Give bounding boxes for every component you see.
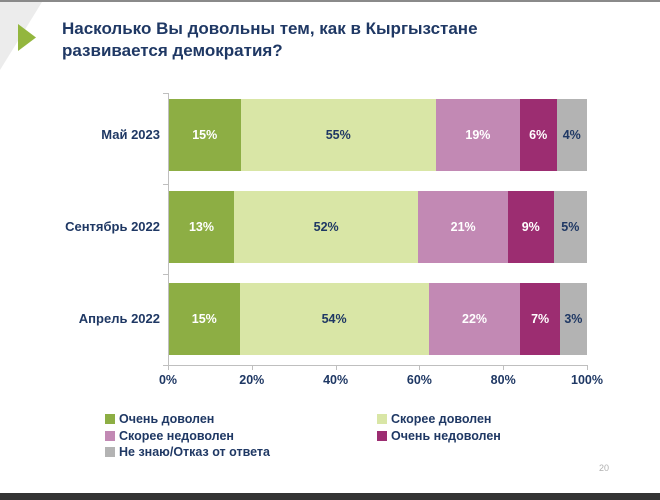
legend-swatch (377, 430, 387, 441)
page-number: 20 (598, 463, 609, 473)
bar-segment: 13% (169, 191, 234, 263)
top-border-strip (0, 0, 660, 2)
legend-label: Скорее недоволен (119, 428, 234, 443)
y-tick-mark (163, 183, 168, 185)
y-tick-mark (163, 274, 168, 276)
x-tick-mark (587, 365, 588, 370)
legend-swatch (105, 447, 115, 457)
legend-item: Не знаю/Отказ от ответа (105, 445, 270, 459)
x-tick-label: 0% (158, 373, 178, 387)
x-tick-label: 100% (571, 373, 603, 387)
x-tick-mark (168, 365, 169, 370)
y-tick-mark (163, 93, 168, 94)
legend-label: Не знаю/Отказ от ответа (119, 445, 270, 459)
slide-title-line2: развивается демократия? (62, 41, 283, 60)
x-tick-mark (503, 365, 505, 370)
legend-label: Очень доволен (119, 412, 215, 426)
x-axis-line (168, 365, 588, 366)
bar-segment: 54% (239, 283, 429, 355)
legend-label: Скорее доволен (391, 412, 492, 426)
bar-segment: 52% (233, 191, 419, 263)
bar-segment: 4% (556, 99, 588, 171)
x-tick-mark (335, 365, 337, 370)
bottom-border-bar (0, 493, 660, 500)
y-tick-mark (163, 364, 168, 366)
legend-label: Очень недоволен (391, 428, 501, 443)
legend-item: Очень доволен (105, 412, 214, 426)
slide-title-line1: Насколько Вы довольны тем, как в Кыргызс… (62, 19, 478, 38)
bar-segment: 55% (240, 99, 436, 171)
slide-title: Насколько Вы довольны тем, как в Кыргызс… (62, 18, 582, 62)
legend-item: Скорее недоволен (105, 429, 234, 443)
bar-segment: 3% (559, 283, 587, 355)
legend-item: Очень недоволен (377, 429, 501, 443)
legend-swatch (105, 414, 115, 424)
legend-item: Скорее доволен (377, 412, 491, 426)
bar-segment: 19% (435, 99, 520, 171)
bar-row: 13% 52% 21% 9% 5% (169, 191, 588, 263)
x-tick-label: 40% (323, 373, 349, 387)
bar-segment: 5% (553, 191, 588, 263)
legend-swatch (377, 414, 387, 424)
x-tick-mark (251, 365, 253, 370)
bar-row: 15% 54% 22% 7% 3% (169, 283, 587, 355)
bar-segment: 21% (418, 191, 508, 263)
y-axis-line (168, 93, 169, 365)
x-tick-label: 60% (406, 373, 432, 387)
bar-row: 15% 55% 19% 6% 4% (169, 99, 588, 171)
bar-segment: 7% (520, 283, 560, 355)
bar-segment: 15% (169, 283, 240, 355)
x-tick-label: 80% (490, 373, 516, 387)
bar-segment: 22% (428, 283, 521, 355)
x-tick-label: 20% (239, 373, 265, 387)
bar-segment: 9% (507, 191, 554, 263)
category-label: Сентябрь 2022 (65, 219, 160, 234)
category-label: Апрель 2022 (78, 311, 160, 326)
legend-swatch (105, 430, 115, 441)
green-arrow-icon (18, 24, 36, 51)
bar-segment: 6% (519, 99, 557, 171)
x-tick-mark (419, 365, 421, 370)
category-label: Май 2023 (101, 127, 160, 142)
bar-segment: 15% (169, 99, 241, 171)
